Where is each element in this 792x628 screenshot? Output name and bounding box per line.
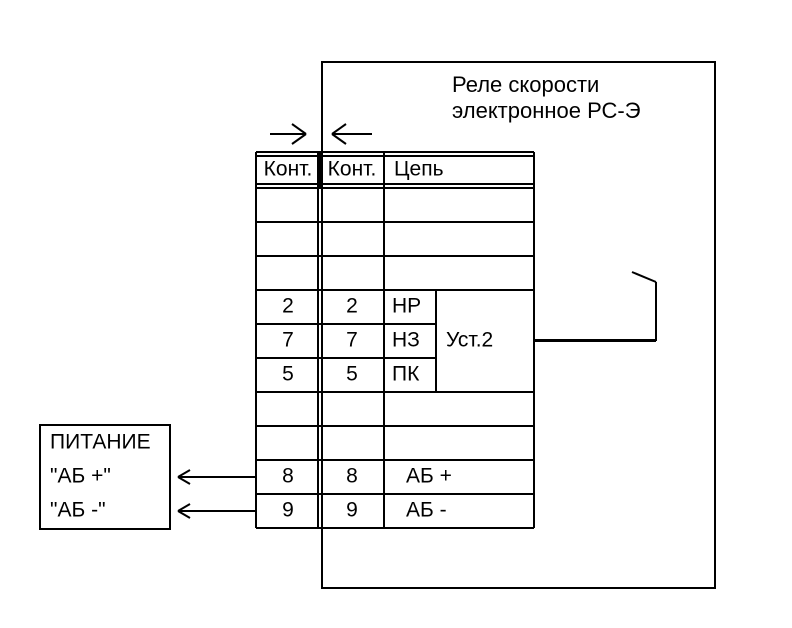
device-title-line2: электронное РС-Э xyxy=(452,98,641,123)
power-minus-label: "АБ -" xyxy=(50,499,106,522)
cell-col3-right: АБ + xyxy=(406,465,452,488)
cell-col1: 5 xyxy=(282,363,294,386)
cell-col2: 8 xyxy=(346,465,358,488)
cell-col3-left: ПК xyxy=(392,363,420,386)
cell-col3-right: АБ - xyxy=(406,499,447,522)
header-col1: Конт. xyxy=(264,158,313,181)
device-title-line1: Реле скорости xyxy=(452,72,599,97)
cell-col1: 9 xyxy=(282,499,294,522)
header-col3: Цепь xyxy=(394,158,444,181)
cell-col2: 7 xyxy=(346,329,358,352)
cell-col2: 5 xyxy=(346,363,358,386)
cell-col3-left: НР xyxy=(392,295,421,318)
cell-col2: 9 xyxy=(346,499,358,522)
power-plus-label: "АБ +" xyxy=(50,465,111,488)
header-col2: Конт. xyxy=(328,158,377,181)
cell-col2: 2 xyxy=(346,295,358,318)
cell-col3-left: НЗ xyxy=(392,329,420,352)
cell-col1: 2 xyxy=(282,295,294,318)
setpoint-label: Уст.2 xyxy=(446,329,493,352)
wiring-diagram: Реле скоростиэлектронное РС-Э Конт. Конт. Ц… xyxy=(0,0,792,628)
power-title: ПИТАНИЕ xyxy=(50,431,151,454)
cell-col1: 7 xyxy=(282,329,294,352)
cell-col1: 8 xyxy=(282,465,294,488)
